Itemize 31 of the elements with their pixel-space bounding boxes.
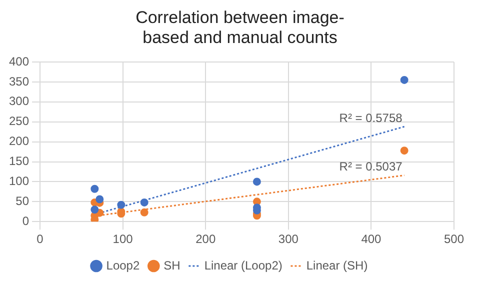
- x-tick-label: 400: [361, 232, 382, 246]
- x-tick-label: 200: [196, 232, 216, 246]
- y-tick-label: 400: [8, 54, 30, 68]
- y-tick-label: 250: [8, 114, 30, 128]
- point: [96, 195, 104, 204]
- x-tick-label: 0: [36, 232, 44, 246]
- point: [140, 198, 148, 206]
- y-tick-label: 150: [8, 154, 30, 168]
- point: [140, 208, 148, 216]
- legend-label: Linear (Loop2): [204, 258, 282, 272]
- point: [400, 146, 408, 155]
- annotation: R² = 0.5758: [339, 110, 403, 125]
- x-tick-label: 300: [278, 232, 299, 246]
- y-tick-label: 50: [16, 194, 30, 208]
- point: [252, 178, 261, 186]
- legend-label: Linear (SH): [306, 258, 368, 272]
- annotation: R² = 0.5037: [339, 160, 403, 174]
- y-tick-label: 0: [22, 214, 30, 228]
- y-tick-label: 100: [8, 174, 30, 188]
- y-tick-label: 200: [8, 134, 30, 148]
- chart-title: Correlation between image-based and manual counts: [134, 8, 346, 48]
- legend-label: SH: [164, 258, 180, 272]
- point: [117, 200, 126, 209]
- point: [90, 206, 99, 214]
- x-tick-label: 100: [112, 232, 134, 246]
- x-tick-label: 500: [444, 232, 464, 246]
- legend-label: Loop2: [106, 258, 140, 272]
- point: [400, 76, 408, 84]
- point: [90, 184, 99, 193]
- y-tick-label: 300: [8, 94, 30, 108]
- y-tick-label: 350: [8, 74, 30, 88]
